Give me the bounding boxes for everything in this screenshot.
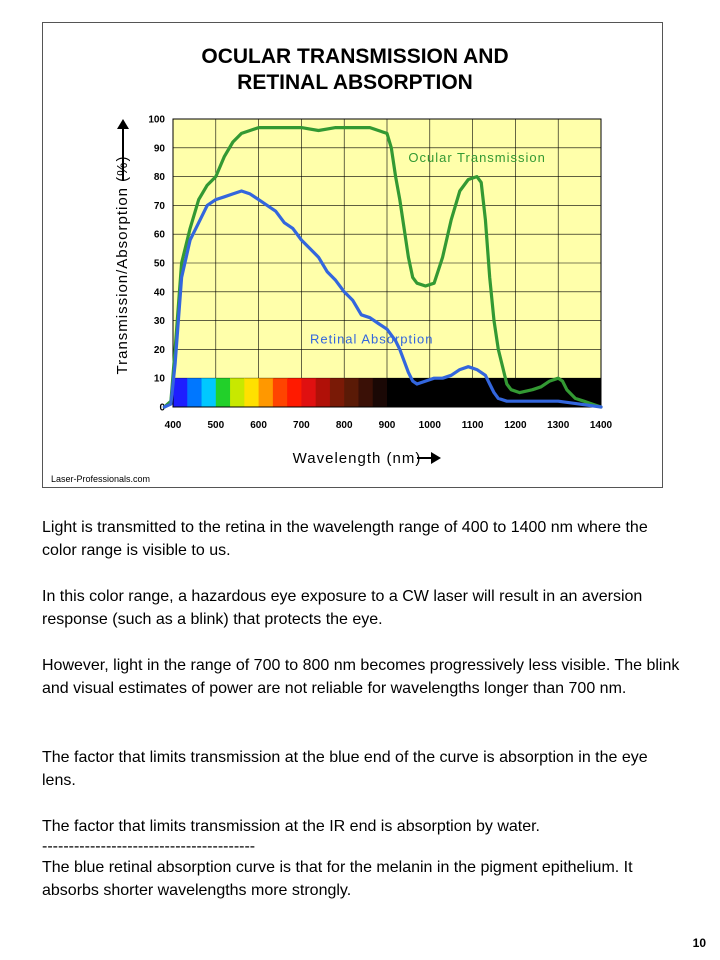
y-tick-label: 90 — [154, 143, 166, 154]
spectrum-color-block — [258, 378, 274, 407]
watermark: Laser-Professionals.com — [51, 474, 150, 484]
y-axis-label: Transmission/Absorption (%) — [114, 155, 131, 374]
ocular-transmission-label: Ocular Transmission — [408, 150, 545, 165]
spectrum-color-block — [244, 378, 260, 407]
spectrum-color-block — [301, 378, 317, 407]
spectrum-color-block — [315, 378, 331, 407]
ocular-transmission-line — [162, 126, 603, 409]
spectrum-color-block — [329, 378, 345, 407]
y-tick-label: 40 — [154, 287, 166, 298]
x-tick-label: 1100 — [462, 420, 484, 431]
paragraph-4: The factor that limits transmission at t… — [42, 749, 648, 789]
spectrum-color-block — [173, 378, 188, 407]
x-tick-label: 600 — [250, 420, 267, 431]
spectrum-color-block — [215, 378, 231, 407]
spectrum-color-block — [272, 378, 288, 407]
y-tick-label: 30 — [154, 316, 166, 327]
spectrum-color-block — [201, 378, 217, 407]
spectrum-color-block — [372, 378, 388, 407]
x-tick-label: 500 — [207, 420, 224, 431]
plot-border — [172, 118, 602, 408]
retinal-absorption-line — [162, 189, 603, 409]
spectrum-color-block — [358, 378, 374, 407]
paragraph-5: The factor that limits transmission at t… — [42, 818, 540, 835]
chart-title-line-1: OCULAR TRANSMISSION AND — [201, 45, 508, 68]
separator-line: ---------------------------------------- — [42, 838, 256, 855]
y-tick-label: 60 — [154, 230, 166, 241]
x-tick-label: 1400 — [590, 420, 613, 431]
paragraph-1: Light is transmitted to the retina in th… — [42, 519, 648, 559]
paragraph-6: The blue retinal absorption curve is tha… — [42, 859, 633, 899]
x-axis-arrow — [417, 452, 441, 464]
x-tick-label: 700 — [293, 420, 310, 431]
y-tick-label: 100 — [148, 115, 165, 126]
spectrum-color-block — [187, 378, 203, 407]
paragraph-3: However, light in the range of 700 to 80… — [42, 657, 680, 697]
page-number: 10 — [692, 936, 706, 950]
paragraph-2: In this color range, a hazardous eye exp… — [42, 588, 643, 628]
x-tick-label: 400 — [165, 420, 182, 431]
y-tick-label: 0 — [159, 403, 165, 414]
spectrum-color-block — [230, 378, 245, 407]
x-tick-label: 1200 — [504, 420, 527, 431]
y-tick-label: 80 — [154, 172, 166, 183]
y-tick-label: 10 — [154, 374, 166, 385]
figure-frame: OCULAR TRANSMISSION AND RETINAL ABSORPTI… — [42, 22, 663, 488]
spectrum-color-block — [287, 378, 302, 407]
x-tick-label: 800 — [336, 420, 353, 431]
chart: OCULAR TRANSMISSION AND RETINAL ABSORPTI… — [51, 45, 613, 484]
spectrum-color-block — [344, 378, 360, 407]
chart-title-line-2: RETINAL ABSORPTION — [237, 71, 473, 94]
y-tick-label: 20 — [154, 345, 166, 356]
y-tick-label: 50 — [154, 259, 166, 270]
x-tick-label: 1000 — [419, 420, 442, 431]
x-tick-label: 900 — [379, 420, 396, 431]
x-axis-label: Wavelength (nm) — [293, 450, 422, 467]
retinal-absorption-label: Retinal Absorption — [310, 332, 434, 347]
x-tick-label: 1300 — [547, 420, 570, 431]
y-axis-arrow — [117, 119, 129, 181]
y-tick-label: 70 — [154, 201, 166, 212]
